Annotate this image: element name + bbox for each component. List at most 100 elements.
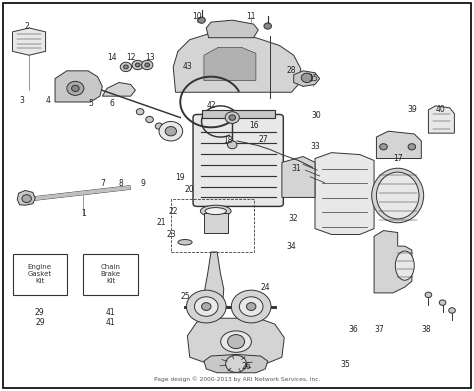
Polygon shape <box>206 20 258 38</box>
Text: 34: 34 <box>286 242 296 251</box>
Text: 1: 1 <box>81 208 86 217</box>
Text: 23: 23 <box>166 230 176 239</box>
Text: 3: 3 <box>19 95 24 104</box>
Text: 6: 6 <box>109 99 114 108</box>
Circle shape <box>137 109 144 115</box>
Text: 25: 25 <box>180 292 190 301</box>
Circle shape <box>239 297 263 316</box>
Polygon shape <box>376 131 421 158</box>
Circle shape <box>186 290 226 323</box>
Text: 8: 8 <box>119 179 124 188</box>
Ellipse shape <box>178 240 192 245</box>
Ellipse shape <box>221 331 251 352</box>
Circle shape <box>449 308 456 313</box>
Text: 4: 4 <box>46 95 50 104</box>
Polygon shape <box>374 231 412 293</box>
Polygon shape <box>187 318 284 363</box>
Text: 29: 29 <box>35 308 45 317</box>
Circle shape <box>408 143 416 150</box>
Circle shape <box>264 23 272 29</box>
Text: 21: 21 <box>156 218 166 227</box>
Text: 29: 29 <box>35 317 45 326</box>
Text: 13: 13 <box>145 53 155 62</box>
Circle shape <box>145 63 150 67</box>
Text: 24: 24 <box>261 283 270 292</box>
Text: 26: 26 <box>242 362 251 371</box>
Text: 43: 43 <box>182 63 192 72</box>
Text: 5: 5 <box>88 99 93 108</box>
Circle shape <box>231 290 271 323</box>
Polygon shape <box>282 156 315 197</box>
Text: 20: 20 <box>185 185 194 194</box>
Text: Chain
Brake
Kit: Chain Brake Kit <box>100 264 120 284</box>
Polygon shape <box>204 213 228 233</box>
Circle shape <box>229 115 236 120</box>
Text: 35: 35 <box>341 361 351 369</box>
Circle shape <box>124 65 128 69</box>
Circle shape <box>67 81 84 95</box>
Text: 22: 22 <box>168 206 178 215</box>
Circle shape <box>120 62 132 72</box>
Circle shape <box>165 127 176 136</box>
Circle shape <box>380 143 387 150</box>
Polygon shape <box>294 71 319 86</box>
Ellipse shape <box>372 168 424 223</box>
Circle shape <box>159 122 182 141</box>
Text: 19: 19 <box>175 174 185 183</box>
Text: 31: 31 <box>291 164 301 173</box>
Text: 14: 14 <box>107 53 117 62</box>
Polygon shape <box>173 34 301 92</box>
Text: ARI: ARI <box>208 165 266 194</box>
Polygon shape <box>315 152 374 235</box>
Text: 41: 41 <box>106 317 115 326</box>
Text: 18: 18 <box>223 136 232 145</box>
Text: 9: 9 <box>140 179 145 188</box>
Polygon shape <box>55 71 102 102</box>
Circle shape <box>146 117 154 123</box>
Circle shape <box>228 335 245 349</box>
Circle shape <box>136 63 140 67</box>
Circle shape <box>226 355 246 372</box>
Ellipse shape <box>395 251 414 280</box>
Circle shape <box>155 123 163 129</box>
Circle shape <box>225 112 239 124</box>
Bar <box>171 199 254 252</box>
Text: 27: 27 <box>258 135 268 143</box>
Circle shape <box>142 60 153 70</box>
Circle shape <box>228 141 237 149</box>
Text: 33: 33 <box>310 142 320 151</box>
Circle shape <box>194 297 218 316</box>
Text: 2: 2 <box>24 22 29 30</box>
Circle shape <box>132 60 144 70</box>
Text: 30: 30 <box>311 111 321 120</box>
Circle shape <box>246 303 256 310</box>
Circle shape <box>72 85 79 91</box>
Polygon shape <box>201 110 275 118</box>
Polygon shape <box>204 355 268 373</box>
Text: 42: 42 <box>206 101 216 110</box>
Circle shape <box>425 292 432 298</box>
Text: 15: 15 <box>308 74 318 83</box>
Text: 11: 11 <box>246 12 256 21</box>
Bar <box>83 254 138 295</box>
Text: 36: 36 <box>348 325 358 334</box>
Text: 40: 40 <box>435 105 445 114</box>
Circle shape <box>301 73 313 83</box>
Polygon shape <box>17 190 35 205</box>
Polygon shape <box>205 252 224 305</box>
Polygon shape <box>12 28 46 55</box>
Text: 16: 16 <box>249 121 258 130</box>
Bar <box>12 254 67 295</box>
Text: Page design © 2000-2013 by ARI Network Services, Inc.: Page design © 2000-2013 by ARI Network S… <box>154 377 320 382</box>
Ellipse shape <box>201 205 231 217</box>
Text: 37: 37 <box>374 325 383 334</box>
Ellipse shape <box>205 208 227 215</box>
Text: 32: 32 <box>288 214 298 223</box>
FancyBboxPatch shape <box>193 115 283 206</box>
Circle shape <box>22 195 31 203</box>
Text: Engine
Gasket
Kit: Engine Gasket Kit <box>27 264 52 284</box>
Text: 39: 39 <box>407 105 417 114</box>
Ellipse shape <box>376 172 419 219</box>
Text: 28: 28 <box>287 66 296 75</box>
Text: 17: 17 <box>393 154 402 163</box>
